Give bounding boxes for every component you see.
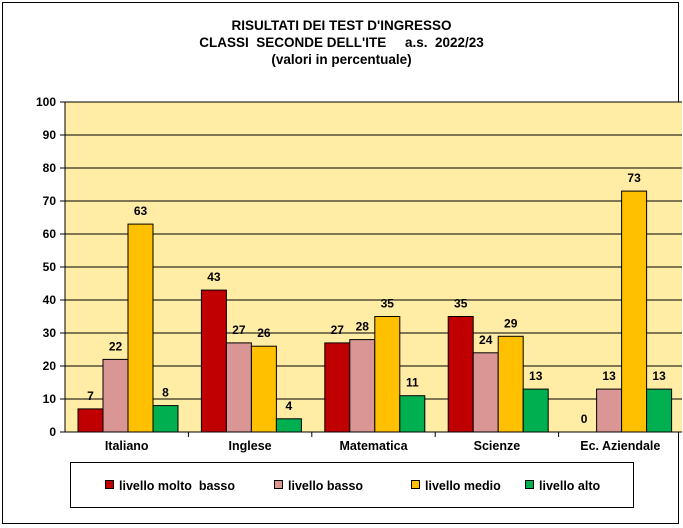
data-label: 22 <box>109 339 123 353</box>
bar <box>646 388 673 433</box>
chart-title-line-3: (valori in percentuale) <box>271 52 412 67</box>
data-label: 43 <box>207 270 221 284</box>
data-label: 8 <box>162 386 169 400</box>
y-tick-label: 70 <box>43 194 57 208</box>
legend-label: livello alto <box>539 479 601 493</box>
y-tick-label: 50 <box>43 260 57 274</box>
legend-item: livello medio <box>411 479 501 493</box>
data-label: 13 <box>602 369 616 383</box>
bar <box>399 395 426 433</box>
bar <box>324 342 351 433</box>
y-tick-label: 30 <box>43 326 57 340</box>
legend-swatch <box>411 480 420 489</box>
bar <box>497 335 524 433</box>
data-label: 29 <box>504 316 518 330</box>
data-label: 35 <box>454 297 468 311</box>
x-tick-label: Inglese <box>229 439 272 453</box>
legend-swatch <box>525 480 534 489</box>
data-label: 27 <box>331 323 345 337</box>
bar <box>127 223 154 433</box>
y-tick-label: 90 <box>43 128 57 142</box>
legend-item: livello basso <box>274 479 363 493</box>
bar <box>596 388 623 433</box>
y-tick-label: 0 <box>49 425 56 439</box>
x-tick-label: Scienze <box>474 439 521 453</box>
chart-title-line-2: CLASSI SECONDE DELL'ITE a.s. 2022/23 <box>199 35 484 50</box>
bar <box>374 316 401 433</box>
data-label: 24 <box>479 333 493 347</box>
bar <box>472 352 499 433</box>
bar <box>250 345 277 433</box>
data-label: 7 <box>87 389 94 403</box>
bar <box>621 190 648 433</box>
bar <box>200 289 227 433</box>
bar <box>152 405 179 433</box>
data-label: 0 <box>581 412 588 426</box>
y-tick-label: 20 <box>43 359 57 373</box>
x-tick-label: Ec. Aziendale <box>580 439 660 453</box>
legend-item: livello alto <box>525 479 600 493</box>
data-label: 73 <box>627 171 641 185</box>
data-label: 63 <box>134 204 148 218</box>
data-label: 28 <box>356 320 370 334</box>
data-label: 26 <box>257 326 271 340</box>
axes <box>64 102 682 433</box>
legend-item: livello molto basso <box>105 479 235 493</box>
bar <box>349 339 376 433</box>
data-label: 13 <box>652 369 666 383</box>
bar <box>275 418 302 433</box>
legend: livello molto basso livello basso livello … <box>70 462 634 508</box>
data-label: 11 <box>406 376 419 390</box>
data-labels: 7 22 63 8 43 27 26 4 27 28 35 11 35 24 29 13 0 13 73 13 <box>87 171 666 426</box>
bar <box>447 316 474 433</box>
bar <box>77 408 104 433</box>
bar <box>522 388 549 433</box>
bar <box>102 358 129 433</box>
legend-swatch <box>274 480 283 489</box>
y-tick-label: 100 <box>36 95 56 109</box>
chart-title-line-1: RISULTATI DEI TEST D'INGRESSO <box>231 18 452 33</box>
y-tick-label: 80 <box>43 161 57 175</box>
legend-label: livello basso <box>288 479 364 493</box>
data-label: 27 <box>232 323 246 337</box>
y-tick-label: 40 <box>43 293 57 307</box>
data-label: 13 <box>529 369 543 383</box>
y-tick-label: 60 <box>43 227 57 241</box>
bar <box>225 342 252 433</box>
y-tick-label: 10 <box>43 392 57 406</box>
legend-swatch <box>105 480 114 489</box>
data-label: 35 <box>381 297 395 311</box>
data-label: 4 <box>286 399 293 413</box>
legend-label: livello medio <box>425 479 501 493</box>
x-tick-label: Italiano <box>105 439 149 453</box>
x-tick-label: Matematica <box>339 439 408 453</box>
legend-label: livello molto basso <box>119 479 235 493</box>
